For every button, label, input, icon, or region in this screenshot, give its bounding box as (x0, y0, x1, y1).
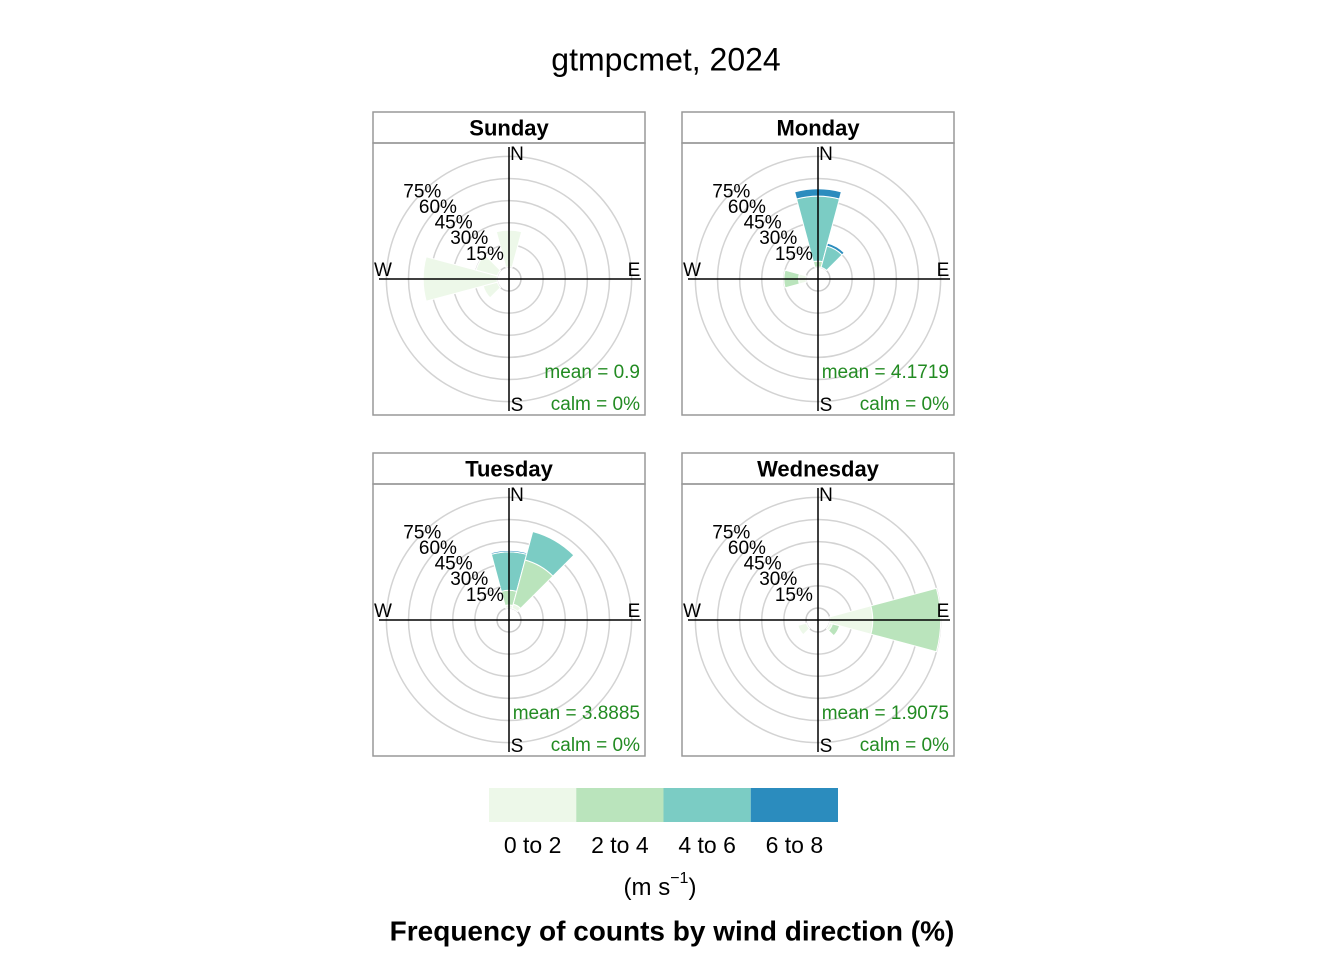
plot-area (379, 147, 641, 411)
ring-label: 15% (466, 585, 504, 606)
panel-frame (372, 142, 646, 416)
ring-label: 75% (712, 181, 750, 202)
compass-label: E (628, 601, 641, 622)
panel-frame (681, 483, 955, 757)
compass-label: N (819, 485, 833, 506)
panel-title: Wednesday (757, 456, 880, 481)
calm-label: calm = 0% (551, 735, 640, 756)
ring-label: 15% (775, 585, 813, 606)
ring-label: 30% (759, 569, 797, 590)
ring-label: 45% (435, 213, 473, 234)
compass-label: W (374, 260, 392, 281)
legend-swatch (750, 788, 838, 822)
mean-label: mean = 4.1719 (822, 362, 949, 383)
compass-label: S (820, 395, 833, 416)
caption: Frequency of counts by wind direction (%… (390, 915, 955, 946)
plot-area (379, 488, 641, 752)
compass-label: N (819, 144, 833, 165)
unit-text: (m s (624, 874, 671, 901)
ring-label: 45% (744, 213, 782, 234)
panel-strip (372, 111, 646, 144)
panel-frame (681, 142, 955, 416)
ring-label: 45% (744, 554, 782, 575)
legend-swatch (489, 788, 577, 822)
plot-area (688, 488, 950, 752)
compass-label: N (510, 485, 524, 506)
legend-label: 2 to 4 (591, 832, 649, 858)
calm-label: calm = 0% (551, 394, 640, 415)
ring-label: 75% (403, 522, 441, 543)
legend-swatch (576, 788, 664, 822)
wedge (826, 242, 845, 256)
legend-label: 6 to 8 (766, 832, 824, 858)
ring-label: 30% (450, 569, 488, 590)
ring-label: 30% (450, 228, 488, 249)
wedge (827, 623, 841, 637)
compass-label: S (511, 736, 524, 757)
ring-label: 60% (419, 538, 457, 559)
compass-label: W (374, 601, 392, 622)
ring-label: 60% (728, 197, 766, 218)
compass-label: W (683, 260, 701, 281)
panel-title: Sunday (469, 115, 549, 140)
chart-title: gtmpcmet, 2024 (551, 41, 780, 77)
ring-label: 45% (435, 554, 473, 575)
compass-label: E (937, 260, 950, 281)
compass-label: E (937, 601, 950, 622)
legend-unit: (m s−1) (624, 870, 697, 901)
legend-label: 0 to 2 (504, 832, 562, 858)
wedge (797, 622, 811, 636)
wedge (475, 254, 502, 277)
panel-title: Monday (776, 115, 860, 140)
panel-title: Tuesday (465, 456, 553, 481)
ring-label: 30% (759, 228, 797, 249)
panel-strip (681, 452, 955, 485)
compass-label: E (628, 260, 641, 281)
calm-label: calm = 0% (860, 735, 949, 756)
legend-swatch (663, 788, 751, 822)
wedge (524, 530, 575, 577)
ring-label: 75% (403, 181, 441, 202)
unit-exponent: −1 (670, 870, 688, 887)
compass-label: S (820, 736, 833, 757)
ring-label: 15% (775, 244, 813, 265)
panel-frame (372, 483, 646, 757)
compass-label: S (511, 395, 524, 416)
ring-label: 75% (712, 522, 750, 543)
calm-label: calm = 0% (860, 394, 949, 415)
ring-label: 60% (728, 538, 766, 559)
ring-label: 15% (466, 244, 504, 265)
mean-label: mean = 3.8885 (513, 703, 640, 724)
mean-label: mean = 1.9075 (822, 703, 949, 724)
plot-area (688, 147, 950, 411)
ring-label: 60% (419, 197, 457, 218)
compass-label: N (510, 144, 524, 165)
mean-label: mean = 0.9 (544, 362, 640, 383)
legend-label: 4 to 6 (678, 832, 736, 858)
unit-text: ) (688, 874, 696, 901)
compass-label: W (683, 601, 701, 622)
panel-strip (681, 111, 955, 144)
